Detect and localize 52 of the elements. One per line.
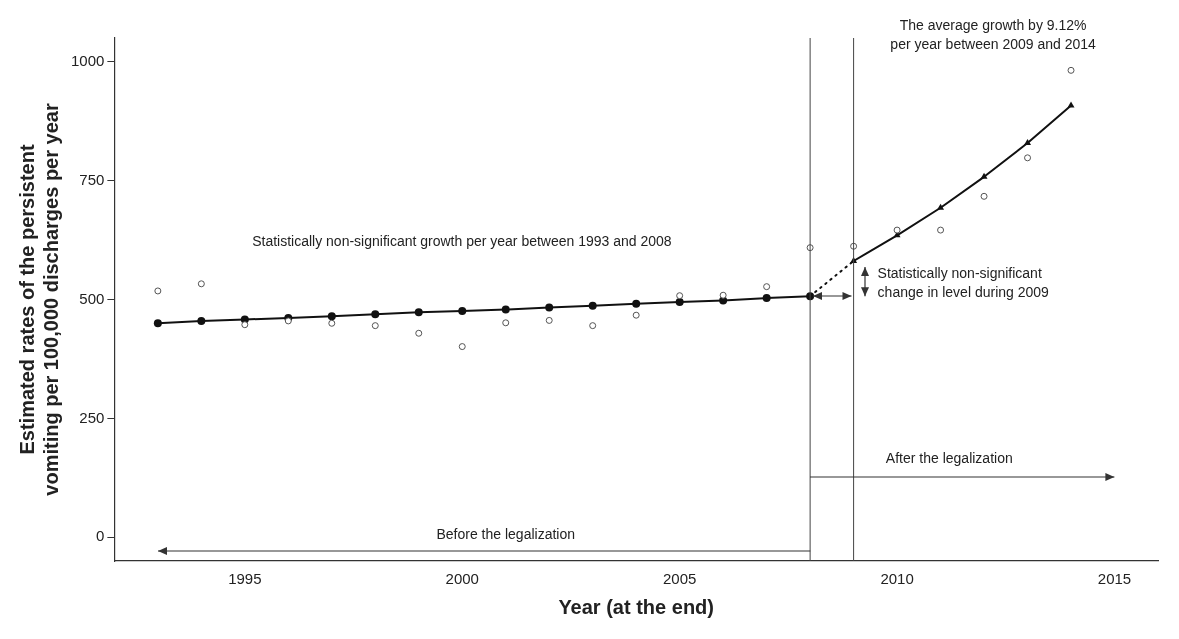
y-axis-title: Estimated rates of the persistent vomiting per 100,000 discharges per year [15, 103, 62, 496]
x-tick-label: 2015 [1097, 570, 1132, 588]
point [719, 291, 727, 299]
point [371, 322, 379, 330]
y-tick-label: 0 [96, 527, 105, 545]
point [980, 192, 988, 200]
annotation: After the legalization [885, 449, 1013, 466]
point [980, 172, 988, 179]
point [414, 308, 423, 317]
point [458, 306, 467, 315]
point [589, 322, 597, 330]
point [675, 297, 684, 306]
x-tick-label: 2010 [880, 570, 914, 588]
point [1024, 154, 1032, 162]
x-tick-label: 2005 [662, 570, 697, 588]
y-tick-label: 250 [79, 408, 105, 426]
point [241, 321, 249, 329]
annotation: Before the legalization [436, 525, 575, 542]
point [1024, 139, 1032, 146]
point [1067, 101, 1075, 108]
annotation: Statistically non-significant growth per year between 1993 and 2008 [252, 232, 672, 249]
point [763, 283, 771, 291]
point [676, 292, 684, 300]
point [197, 280, 205, 288]
y-tick-label: 1000 [70, 51, 105, 69]
point [893, 226, 901, 234]
annotation: The average growth by 9.12% per year between 2009 and 2014 [890, 16, 1097, 52]
point [762, 294, 771, 303]
point [154, 287, 162, 295]
point [328, 319, 336, 327]
point [415, 329, 423, 337]
point [545, 303, 554, 312]
point [937, 203, 945, 210]
point [153, 319, 162, 328]
point [545, 316, 553, 324]
point [197, 316, 206, 325]
point [371, 310, 380, 319]
y-tick-label: 500 [79, 289, 105, 307]
annotation: Statistically non-significant change in level during 2009 [877, 265, 1050, 301]
x-axis-title: Year (at the end) [558, 595, 714, 618]
point [502, 319, 510, 327]
y-tick-label: 750 [79, 170, 105, 188]
point [937, 226, 945, 234]
point [327, 312, 336, 321]
point [1067, 66, 1075, 74]
x-tick-label: 2000 [445, 570, 479, 588]
point [588, 301, 597, 310]
point [632, 299, 641, 308]
point [458, 343, 466, 351]
x-tick-label: 1995 [228, 570, 262, 588]
point [632, 311, 640, 319]
point [501, 305, 510, 314]
